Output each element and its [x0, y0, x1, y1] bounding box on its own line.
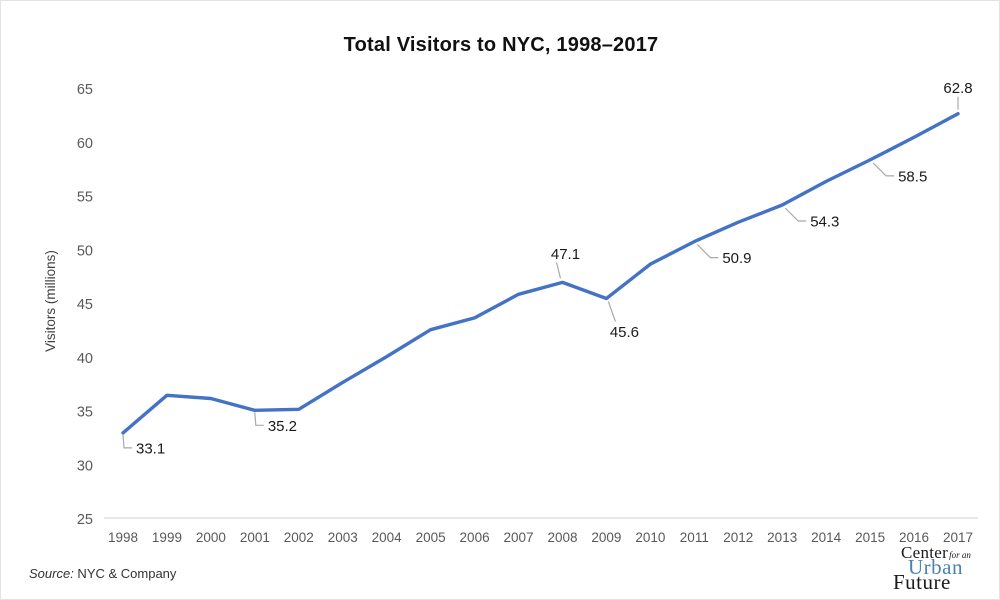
x-tick-label: 2009 — [591, 530, 621, 545]
x-tick-label: 2017 — [943, 530, 973, 545]
callout-leader-line — [254, 412, 264, 426]
x-tick-label: 2010 — [635, 530, 665, 545]
data-point-label: 50.9 — [722, 250, 751, 267]
callout-leader-line — [784, 207, 807, 222]
data-point-label: 62.8 — [943, 80, 972, 97]
y-tick-label: 25 — [77, 512, 93, 528]
source-note: Source: NYC & Company — [29, 566, 176, 581]
y-tick-label: 50 — [77, 243, 93, 259]
x-tick-label: 2012 — [723, 530, 753, 545]
callout-leader-line — [696, 244, 719, 259]
x-tick-label: 2016 — [899, 530, 929, 545]
logo-line-center: Centerfor an — [891, 544, 983, 562]
y-axis-title: Visitors (millions) — [43, 250, 58, 352]
callout-leader-line — [555, 262, 562, 279]
logo-word-center: Center — [901, 543, 949, 562]
x-tick-label: 2002 — [284, 530, 314, 545]
x-tick-label: 1999 — [152, 530, 182, 545]
logo-word-for-an: for an — [949, 550, 971, 560]
y-tick-label: 30 — [77, 458, 93, 474]
y-tick-label: 40 — [77, 351, 93, 367]
x-tick-label: 2013 — [767, 530, 797, 545]
y-tick-label: 60 — [77, 136, 93, 152]
x-tick-label: 2008 — [547, 530, 577, 545]
x-tick-label: 2014 — [811, 530, 842, 545]
x-tick-label: 2006 — [460, 530, 490, 545]
source-text: NYC & Company — [73, 566, 177, 581]
data-point-label: 58.5 — [898, 168, 927, 185]
x-tick-label: 2005 — [416, 530, 446, 545]
data-point-label: 35.2 — [268, 418, 297, 435]
y-tick-label: 55 — [77, 190, 93, 206]
y-tick-label: 65 — [77, 82, 93, 98]
x-tick-label: 2003 — [328, 530, 358, 545]
logo-word-future: Future — [893, 570, 951, 594]
logo-word-urban: Urban — [908, 555, 963, 579]
y-tick-label: 45 — [77, 297, 93, 313]
chart-title: Total Visitors to NYC, 1998–2017 — [343, 34, 659, 56]
source-label: Source: — [29, 566, 74, 581]
callout-leader-line — [607, 301, 616, 322]
visitors-line-series — [121, 111, 960, 435]
callout-leader-line — [872, 162, 895, 177]
x-tick-label: 2001 — [240, 530, 270, 545]
center-for-an-urban-future-logo: Centerfor an Urban Future — [891, 544, 983, 593]
callout-leader-line — [122, 434, 132, 449]
data-point-label: 45.6 — [610, 324, 639, 341]
x-tick-label: 2015 — [855, 530, 885, 545]
x-tick-label: 1998 — [108, 530, 138, 545]
x-tick-label: 2007 — [504, 530, 534, 545]
x-tick-label: 2004 — [372, 530, 403, 545]
y-tick-label: 35 — [77, 405, 93, 421]
data-point-label: 33.1 — [136, 440, 165, 457]
data-point-label: 47.1 — [551, 246, 580, 263]
x-tick-label: 2011 — [680, 530, 709, 545]
x-tick-label: 2000 — [196, 530, 226, 545]
data-point-label: 54.3 — [810, 214, 839, 231]
